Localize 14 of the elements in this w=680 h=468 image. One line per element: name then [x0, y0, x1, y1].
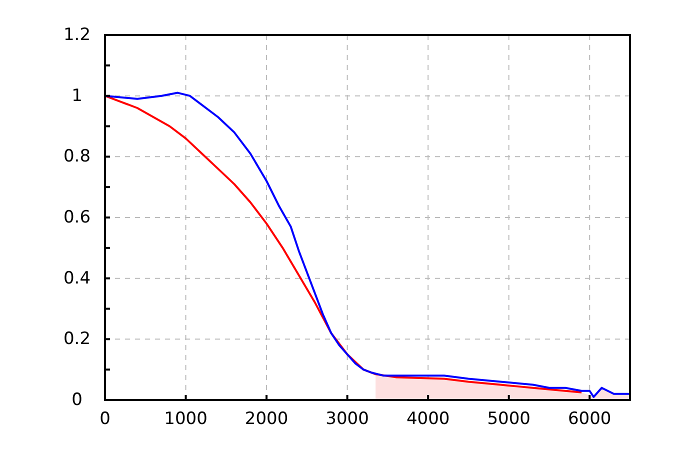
- y-tick-label: 0.8: [63, 146, 91, 167]
- y-tick-label: 0: [72, 390, 82, 410]
- y-tick-label: 0.2: [63, 329, 91, 350]
- y-tick-label: 1: [72, 86, 82, 106]
- x-tick-label: 0: [100, 409, 110, 429]
- x-tick-label: 2000: [244, 409, 288, 429]
- x-tick-label: 1000: [164, 409, 208, 429]
- x-tick-label: 4000: [406, 409, 450, 429]
- y-tick-label: 1.2: [63, 25, 91, 45]
- x-tick-label: 3000: [326, 409, 369, 429]
- x-tick-label: 5000: [487, 409, 530, 429]
- y-tick-label: 0.4: [63, 268, 91, 288]
- x-tick-label: 6000: [568, 409, 612, 429]
- y-tick-label: 0.6: [63, 208, 91, 228]
